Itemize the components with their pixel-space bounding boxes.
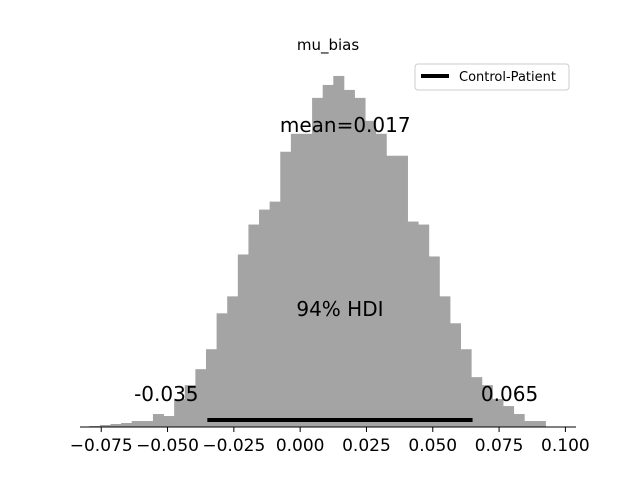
chart-title: mu_bias — [297, 36, 359, 55]
hdi-probability-label: 94% HDI — [296, 297, 383, 321]
histogram-bar-20 — [301, 133, 313, 428]
histogram-bar-18 — [280, 151, 292, 427]
histogram-bars — [89, 75, 546, 428]
x-tick-label: −0.075 — [70, 436, 133, 456]
histogram-bar-22 — [322, 84, 334, 428]
histogram-bar-28 — [386, 155, 398, 428]
histogram-bar-2 — [110, 424, 122, 427]
histogram-bar-9 — [184, 385, 196, 427]
histogram-bar-31 — [418, 224, 430, 427]
x-tick-label: 0.000 — [276, 436, 325, 456]
histogram-bar-26 — [365, 120, 377, 427]
x-tick-label: −0.025 — [202, 436, 265, 456]
histogram-bar-32 — [428, 256, 440, 427]
histogram-bar-17 — [269, 201, 281, 427]
histogram-bar-4 — [131, 421, 143, 427]
histogram-bar-13 — [227, 296, 239, 427]
histogram-bar-19 — [290, 133, 302, 428]
histogram-bar-35 — [460, 349, 472, 427]
histogram-bar-37 — [481, 385, 493, 427]
histogram-bar-34 — [450, 323, 462, 427]
histogram-bar-12 — [216, 313, 228, 427]
legend-frame — [414, 63, 570, 91]
x-tick-label: −0.050 — [136, 436, 199, 456]
x-tick-label: 0.075 — [475, 436, 524, 456]
histogram-bar-6 — [152, 414, 164, 427]
histogram-bar-15 — [248, 224, 260, 427]
histogram-bar-10 — [195, 369, 207, 427]
histogram-bar-11 — [205, 349, 217, 427]
legend-entry: Control-Patient — [459, 70, 556, 85]
histogram-bar-23 — [333, 75, 345, 427]
histogram-bar-36 — [471, 377, 483, 427]
hdi-upper-bound-label: 0.065 — [481, 382, 538, 406]
histogram-bar-33 — [439, 296, 451, 427]
histogram-bar-38 — [492, 399, 504, 427]
histogram-bar-21 — [312, 97, 324, 427]
histogram-bar-5 — [142, 421, 154, 427]
x-tick-label: 0.100 — [541, 436, 590, 456]
histogram-bar-29 — [396, 155, 408, 428]
legend: Control-Patient — [414, 63, 570, 91]
histogram-bar-7 — [163, 416, 175, 427]
x-axis-ticks: −0.075 −0.050 −0.025 0.000 0.025 0.050 0.075 0.… — [70, 427, 590, 456]
histogram-bar-1 — [99, 425, 111, 427]
histogram-bar-24 — [343, 89, 355, 427]
histogram-bar-8 — [174, 399, 186, 427]
histogram-bar-30 — [407, 221, 419, 427]
histogram-bar-3 — [121, 423, 133, 427]
histogram-bar-14 — [237, 254, 249, 427]
histogram-bar-42 — [534, 421, 546, 427]
histogram-bar-27 — [375, 133, 387, 428]
hdi-lower-bound-label: -0.035 — [134, 382, 198, 406]
histogram-bar-40 — [513, 414, 525, 427]
x-tick-label: 0.025 — [342, 436, 391, 456]
x-tick-label: 0.050 — [408, 436, 457, 456]
histogram-bar-41 — [524, 421, 536, 427]
histogram-bar-25 — [354, 97, 366, 427]
histogram-bar-16 — [259, 209, 271, 427]
mean-annotation: mean=0.017 — [280, 113, 411, 137]
histogram-bar-39 — [503, 406, 515, 427]
